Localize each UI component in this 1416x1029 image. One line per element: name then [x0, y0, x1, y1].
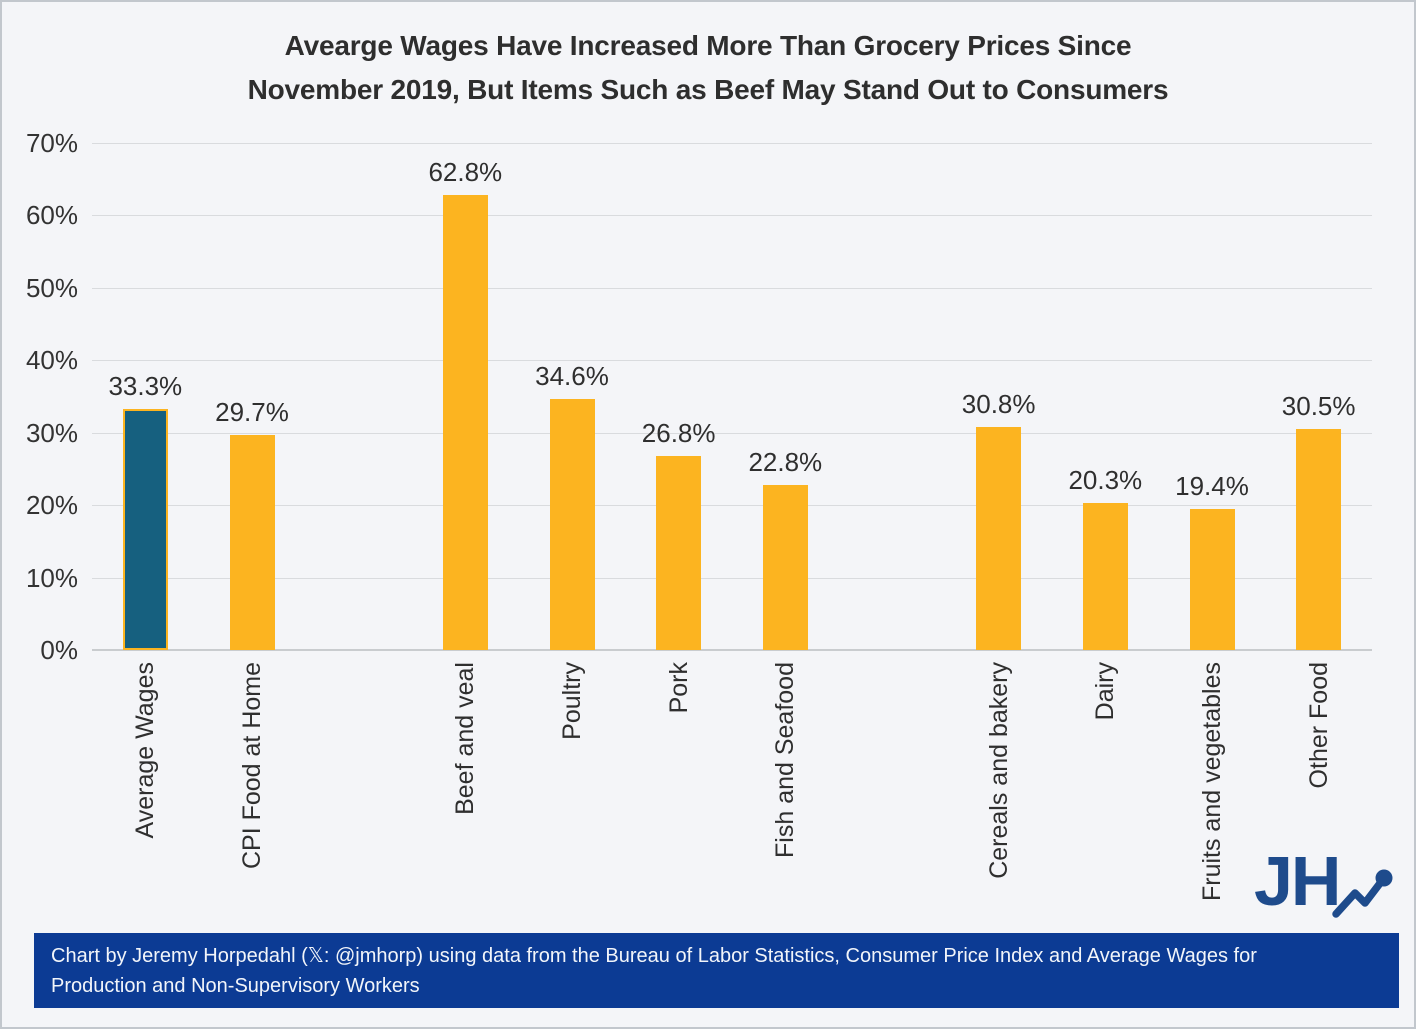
bar-dairy	[1082, 502, 1128, 650]
y-axis-label-30: 30%	[25, 417, 78, 448]
y-axis-label-20: 20%	[25, 490, 78, 521]
y-axis-label-70: 70%	[25, 127, 78, 158]
value-label-dairy: 20.3%	[1068, 464, 1143, 495]
source-text-line2: Production and Non-Supervisory Workers	[51, 975, 420, 997]
chart-title-line2: November 2019, But Items Such as Beef Ma…	[247, 74, 1169, 105]
gridline-20	[92, 505, 1372, 507]
source-text-line1: Chart by Jeremy Horpedahl (𝕏: @jmhorp) u…	[51, 945, 1257, 967]
gridline-40	[92, 360, 1372, 362]
y-axis-label-60: 60%	[25, 200, 78, 231]
source-footer: Chart by Jeremy Horpedahl (𝕏: @jmhorp) u…	[34, 933, 1399, 1008]
gridline-60	[92, 215, 1372, 217]
bar-average-wages	[122, 408, 168, 650]
jh-logo-text: JH	[1254, 842, 1341, 920]
category-label-pork: Pork	[664, 662, 693, 714]
value-label-poultry: 34.6%	[535, 361, 609, 392]
trendline-icon	[1332, 869, 1393, 918]
value-label-fruits-and-vegetables: 19.4%	[1175, 471, 1249, 502]
value-label-pork: 26.8%	[641, 417, 716, 448]
chart-title: Avearge Wages Have Increased More Than G…	[2, 24, 1414, 112]
gridline-10	[92, 577, 1372, 579]
value-label-fish-and-seafood: 22.8%	[748, 446, 823, 477]
y-axis-label-10: 10%	[25, 562, 78, 593]
bar-poultry	[549, 399, 595, 650]
jh-logo: JH	[1254, 845, 1404, 925]
gridline-50	[92, 287, 1372, 289]
category-label-dairy: Dairy	[1091, 662, 1120, 721]
y-axis-label-40: 40%	[25, 345, 78, 376]
chart-title-line1: Avearge Wages Have Increased More Than G…	[284, 30, 1132, 61]
gridline-30	[92, 432, 1372, 434]
value-label-cereals-and-bakery: 30.8%	[961, 388, 1036, 419]
category-label-other-food: Other Food	[1304, 662, 1333, 789]
value-label-average-wages: 33.3%	[108, 370, 183, 401]
bar-pork	[656, 455, 702, 650]
y-axis-label-50: 50%	[25, 272, 78, 303]
bar-fruits-and-vegetables	[1189, 509, 1235, 650]
bar-beef-and-veal	[442, 195, 488, 650]
category-label-beef-and-veal: Beef and veal	[451, 662, 480, 815]
gridline-0	[92, 649, 1372, 651]
bar-other-food	[1296, 429, 1342, 650]
bar-cereals-and-bakery	[976, 426, 1022, 650]
category-label-poultry: Poultry	[558, 662, 586, 740]
value-label-beef-and-veal: 62.8%	[428, 157, 503, 188]
category-label-fish-and-seafood: Fish and Seafood	[771, 662, 800, 858]
gridline-70	[92, 142, 1372, 144]
value-label-other-food: 30.5%	[1281, 391, 1356, 422]
y-axis-label-0: 0%	[40, 635, 78, 665]
bar-fish-and-seafood	[762, 484, 808, 650]
category-label-fruits-and-vegetables: Fruits and vegetables	[1198, 662, 1226, 902]
bar-cpi-food-at-home	[229, 434, 275, 650]
value-label-cpi-food-at-home: 29.7%	[215, 396, 289, 427]
category-label-cpi-food-at-home: CPI Food at Home	[238, 662, 266, 870]
category-label-average-wages: Average Wages	[131, 662, 160, 839]
category-label-cereals-and-bakery: Cereals and bakery	[984, 662, 1013, 879]
